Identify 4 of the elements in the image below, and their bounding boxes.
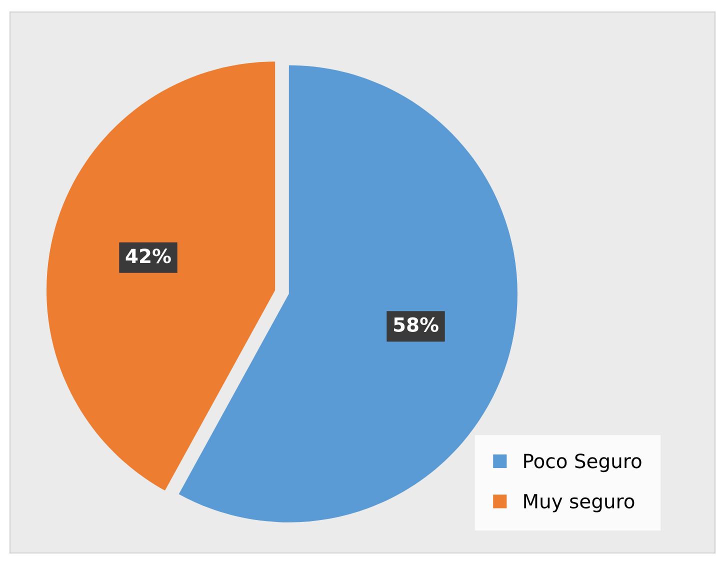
- legend-label: Muy seguro: [524, 494, 634, 512]
- data-label: 58%: [394, 317, 438, 332]
- data-label: 42%: [126, 248, 171, 264]
- legend-label: Poco Seguro: [524, 454, 642, 472]
